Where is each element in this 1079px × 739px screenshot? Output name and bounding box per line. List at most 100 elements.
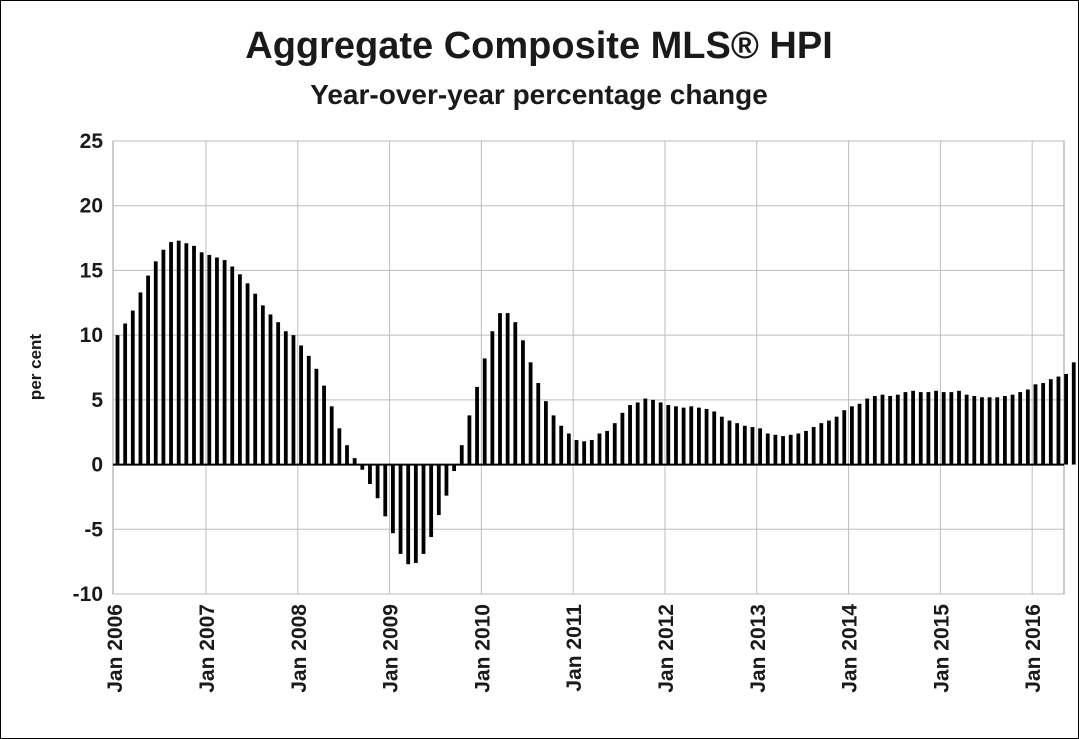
bar [513,322,518,465]
bar [574,439,579,465]
y-tick-label: -10 [73,583,103,606]
bar [827,420,831,465]
bar [238,274,242,465]
y-tick-label: 15 [80,259,104,282]
bar [842,410,847,465]
bar [781,436,785,465]
bar [436,464,441,516]
bar [934,390,938,465]
bar [972,395,977,465]
bar [544,401,548,465]
bar [911,390,915,465]
x-tick-label: Jan 2009 [380,604,403,693]
bar [750,427,755,465]
bar [398,464,403,554]
x-tick-label: Jan 2013 [747,604,770,693]
bar [1064,373,1068,465]
bar [903,392,908,465]
bar [130,310,135,465]
bar [918,392,923,465]
y-tick-label: 5 [91,389,103,412]
bar [490,331,495,465]
bar [1056,376,1061,465]
bar [115,335,120,465]
bar [452,464,456,472]
bar [505,313,510,465]
bar [375,464,380,499]
bar [283,331,288,465]
bar [612,423,617,465]
bar [949,392,954,465]
bar [689,406,694,465]
bar [941,392,946,465]
bar [383,464,388,517]
bar [895,394,900,465]
bar [1018,392,1023,465]
bar [888,395,893,465]
x-tick-label: Jan 2007 [196,604,219,693]
bar [536,383,541,465]
bar [528,362,533,465]
bar [635,402,640,465]
bar [804,430,808,465]
bar [605,430,609,465]
bar [865,398,870,465]
bar [1048,379,1053,465]
bar [498,313,502,465]
bar [834,416,839,465]
bar [727,420,732,465]
x-tick-label: Jan 2016 [1022,604,1045,693]
bar [406,464,411,565]
bar [1003,395,1007,465]
bar [666,405,671,465]
y-tick-label: 20 [80,195,103,218]
bar [345,445,349,465]
bar [475,386,479,465]
bar [957,390,961,465]
bar [291,335,296,465]
bar [811,427,816,465]
bar [368,464,372,484]
bar [391,464,395,534]
bar [589,439,594,465]
bar [1025,389,1030,465]
bar [153,261,158,465]
bar [482,358,487,465]
bar [230,266,235,465]
bar [872,395,877,465]
y-axis-label: per cent [26,334,45,400]
bar [742,425,747,465]
bar [306,355,311,465]
bar [681,407,686,465]
bar [773,434,778,465]
bar [459,445,464,465]
x-tick-label: Jan 2006 [104,604,127,693]
bar [299,345,303,465]
x-tick-label: Jan 2012 [655,604,678,693]
bar [712,411,717,465]
bar [169,241,173,465]
bar [796,433,801,465]
bar [314,368,319,465]
bar [1010,394,1015,465]
bar [559,425,564,465]
bar [628,405,632,465]
bar [980,397,984,465]
bar [215,257,219,465]
bar [719,416,724,465]
bar [643,398,648,465]
x-tick-label: Jan 2010 [471,604,494,693]
x-tick-label: Jan 2015 [930,604,953,693]
y-tick-label: 25 [80,130,104,153]
bar [276,322,281,465]
x-tick-label: Jan 2011 [563,604,586,692]
x-tick-label: Jan 2014 [839,604,862,693]
bar [192,245,196,465]
bar [674,406,678,465]
bar [360,464,365,470]
bar [651,399,655,465]
chart-subtitle: Year-over-year percentage change [310,79,768,110]
bar [521,340,525,465]
bar [964,394,969,465]
